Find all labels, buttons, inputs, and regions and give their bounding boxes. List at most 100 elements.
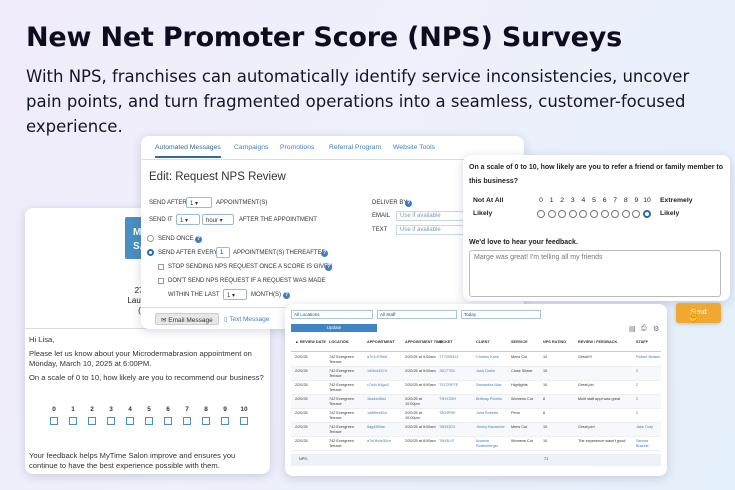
table-cell[interactable]: T6H3L97 (439, 439, 455, 443)
table-row[interactable]: 2/20/25 742 Evergreen Terrace c7d4c1f4ga3 2… (291, 381, 661, 395)
column-header[interactable]: REVIEW / FEEDBACK (578, 340, 618, 344)
column-header[interactable]: STAFF (636, 340, 648, 344)
email-scale-box[interactable] (221, 417, 229, 425)
survey-scale-radio[interactable] (568, 210, 577, 218)
email-scale-box[interactable] (202, 417, 210, 425)
table-cell[interactable]: a7e0fb4e30ce (367, 439, 392, 443)
location-filter[interactable]: All Locations (291, 310, 373, 319)
table-cell: 2/20/25 at 10:00pm (405, 397, 422, 406)
column-header[interactable]: APPOINTMENT (367, 340, 395, 344)
email-scale-box[interactable] (240, 417, 248, 425)
table-cell: 2/20/25 (295, 355, 308, 359)
table-cell[interactable]: Charles Kane (476, 355, 500, 359)
table-cell[interactable]: J8O7T55 (439, 369, 455, 373)
send-every-select[interactable]: 1 (216, 247, 230, 258)
email-scale-box[interactable] (183, 417, 191, 425)
column-header[interactable]: CLIENT (476, 340, 490, 344)
table-cell: 2 (636, 397, 639, 401)
table-cell[interactable]: 5ag45f9ae (367, 425, 385, 429)
survey-scale-radio[interactable] (600, 210, 609, 218)
table-row[interactable]: 2/20/25 742 Evergreen Terrace a7h1d7f9b8 2/… (291, 353, 661, 367)
table-cell[interactable]: Brittnay Pickles (476, 397, 502, 401)
email-scale-box[interactable] (88, 417, 96, 425)
survey-scale-radio[interactable] (611, 210, 620, 218)
send-after-select[interactable]: 1 ▾ (186, 197, 212, 208)
help-icon[interactable]: ? (405, 200, 412, 207)
tab-website-tools[interactable]: Website Tools (393, 144, 436, 151)
table-cell[interactable]: c7d4c1f4ga3 (367, 383, 389, 387)
table-cell[interactable]: Julia Roberts (476, 411, 499, 415)
within-value: 1 (227, 292, 231, 299)
table-row[interactable]: 2/20/25 742 Evergreen Terrace 1ba4ed8d4 2/2… (291, 395, 661, 409)
survey-scale-radio[interactable] (537, 210, 545, 218)
help-icon[interactable]: ? (321, 250, 328, 257)
column-header[interactable]: NPS RATING (543, 340, 567, 344)
email-scale-box[interactable] (69, 417, 77, 425)
table-row[interactable]: 2/20/25 742 Evergreen Terrace 1d0fc4457d 2/… (291, 367, 661, 381)
update-button[interactable]: Update (291, 324, 377, 332)
survey-scale-radio[interactable] (558, 210, 567, 218)
settings-icon[interactable]: ⚙ (653, 326, 660, 333)
column-header[interactable]: ▲ REVIEW DATE (295, 340, 326, 344)
date-filter[interactable]: Today (461, 310, 541, 319)
table-row[interactable]: 2/20/25 742 Evergreen Terrace 1d6f6ee51e 2/… (291, 409, 661, 423)
send-after-value: 1 (190, 200, 194, 207)
survey-scale-number: 0 (539, 197, 543, 204)
table-cell[interactable]: TT7095513 (439, 355, 459, 359)
table-cell[interactable]: Samantha Max (476, 383, 502, 387)
table-row[interactable]: 2/20/25 742 Evergreen Terrace a7e0fb4e30ce… (291, 437, 661, 451)
tab-referral-program[interactable]: Referral Program (329, 144, 382, 151)
survey-scale-radio[interactable] (590, 210, 598, 218)
survey-scale-radio[interactable] (621, 210, 630, 218)
tab-automated-messages[interactable]: Automated Messages (155, 144, 221, 158)
text-delivery-select[interactable]: Use if available (396, 225, 469, 235)
survey-scale-radio[interactable] (643, 210, 651, 218)
tab-campaigns[interactable]: Campaigns (234, 144, 269, 151)
send-button[interactable]: Send (676, 303, 721, 323)
email-scale-box[interactable] (145, 417, 153, 425)
table-cell[interactable]: 1d6f6ee51e (367, 411, 388, 415)
within-last-select[interactable]: 1 ▾ (223, 289, 247, 300)
table-cell[interactable]: T9HX0SH (439, 397, 457, 401)
stop-sending-checkbox[interactable] (158, 264, 164, 270)
send-every-radio[interactable] (147, 249, 154, 256)
survey-scale-radio[interactable] (547, 210, 556, 218)
help-icon[interactable]: ? (195, 236, 202, 243)
email-message-tab[interactable]: ✉ Email Message (155, 313, 219, 325)
survey-scale-radio[interactable] (579, 210, 588, 218)
table-cell[interactable]: Josh Drake (476, 369, 496, 373)
table-footer: NPS: 71 (291, 454, 661, 466)
feedback-textarea[interactable]: Marge was great! I'm telling all my frie… (469, 250, 721, 297)
export-icon[interactable]: ▤ (629, 326, 636, 333)
table-cell[interactable]: Anamia Rodenberger (476, 439, 499, 448)
table-cell[interactable]: 1d0fc4457d (367, 369, 387, 373)
print-icon[interactable]: ⎙ (641, 325, 647, 332)
table-cell[interactable]: T8H52D2 (439, 425, 456, 429)
email-scale-box[interactable] (107, 417, 115, 425)
help-icon[interactable]: ? (325, 264, 332, 271)
email-scale-box[interactable] (126, 417, 134, 425)
dont-send-checkbox[interactable] (158, 278, 164, 284)
help-icon[interactable]: ? (283, 292, 290, 299)
email-scale-box[interactable] (164, 417, 172, 425)
text-message-tab[interactable]: ▯ Text Message (219, 313, 274, 325)
table-cell[interactable]: Jimmy Navarrete (476, 425, 505, 429)
staff-filter[interactable]: All Staff (377, 310, 457, 319)
table-cell[interactable]: T37CRP7E (439, 383, 459, 387)
column-header[interactable]: TICKET (439, 340, 453, 344)
send-once-radio[interactable] (147, 235, 154, 242)
email-scale-box[interactable] (50, 417, 58, 425)
table-row[interactable]: 2/20/25 742 Evergreen Terrace 5ag45f9ae 2/2… (291, 423, 661, 437)
column-header[interactable]: APPOINTMENT TIME (405, 340, 443, 344)
table-cell[interactable]: 1ba4ed8d4 (367, 397, 387, 401)
email-delivery-select[interactable]: Use if available (396, 211, 469, 221)
table-cell[interactable]: T8O9P90 (439, 411, 456, 415)
not-at-all-label: Not At All (473, 197, 504, 204)
table-cell[interactable]: a7h1d7f9b8 (367, 355, 388, 359)
column-header[interactable]: SERVICE (511, 340, 528, 344)
send-it-unit-select[interactable]: hour ▾ (202, 214, 234, 225)
survey-scale-radio[interactable] (632, 210, 641, 218)
column-header[interactable]: LOCATION (329, 340, 349, 344)
send-it-number-select[interactable]: 1 ▾ (176, 214, 200, 225)
tab-promotions[interactable]: Promotions (280, 144, 315, 151)
